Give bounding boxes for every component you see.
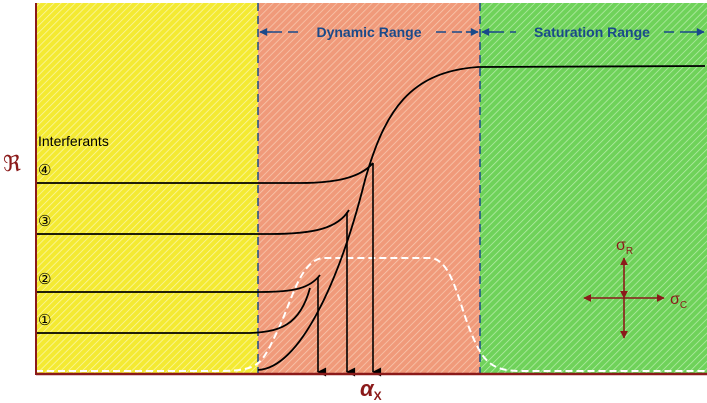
interferants-title: Interferants	[38, 133, 109, 149]
response-curve	[257, 65, 706, 371]
interferant-marker-1: ①	[38, 312, 51, 329]
sigma-r-label: σR	[616, 237, 633, 257]
dynamic-range-region	[258, 3, 480, 374]
x-axis-label: αX	[360, 376, 382, 403]
interferant-curve-2	[36, 274, 321, 293]
interferant-curve-4	[36, 162, 374, 184]
interferant-curve-3	[36, 209, 350, 235]
saturation-range-region	[480, 3, 707, 374]
low-concentration-region	[36, 3, 258, 374]
interferant-marker-2: ②	[38, 271, 51, 288]
sigma-c-label: σC	[670, 291, 687, 311]
interferant-marker-3: ③	[38, 213, 51, 230]
dynamic-range-label: Dynamic Range	[316, 24, 421, 40]
saturation-range-label: Saturation Range	[534, 24, 650, 40]
interferant-marker-4: ④	[38, 162, 51, 179]
interferant-curve-1	[36, 287, 311, 334]
distribution-curve	[36, 257, 705, 372]
y-axis-label: ℜ	[3, 152, 21, 177]
